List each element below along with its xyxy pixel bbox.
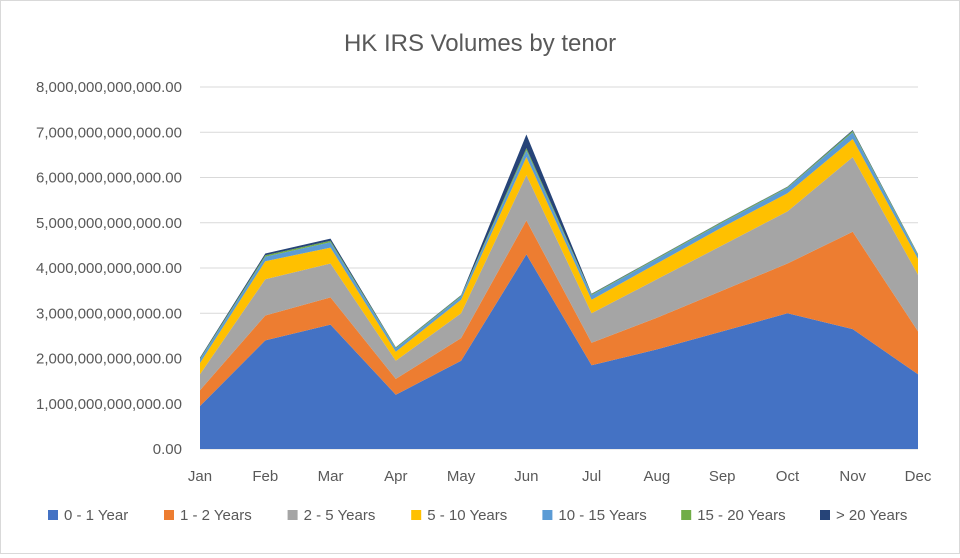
legend-swatch	[48, 510, 58, 520]
y-tick-label: 0.00	[153, 441, 182, 458]
legend-swatch	[164, 510, 174, 520]
x-tick-label: Aug	[644, 468, 671, 485]
x-tick-label: Sep	[709, 468, 736, 485]
legend-label: 2 - 5 Years	[304, 507, 376, 524]
y-tick-label: 3,000,000,000,000.00	[36, 305, 182, 322]
legend-label: 0 - 1 Year	[64, 507, 128, 524]
x-tick-label: May	[447, 468, 476, 485]
x-tick-label: Mar	[318, 468, 344, 485]
x-tick-label: Jun	[514, 468, 538, 485]
y-tick-label: 5,000,000,000,000.00	[36, 215, 182, 232]
legend-label: 5 - 10 Years	[427, 507, 507, 524]
legend-label: 15 - 20 Years	[697, 507, 785, 524]
legend-label: 10 - 15 Years	[558, 507, 646, 524]
legend-swatch	[820, 510, 830, 520]
x-tick-label: Jul	[582, 468, 601, 485]
legend-swatch	[542, 510, 553, 520]
y-tick-label: 4,000,000,000,000.00	[36, 260, 182, 277]
x-tick-label: Jan	[188, 468, 212, 485]
legend-swatch	[411, 510, 422, 520]
y-tick-label: 6,000,000,000,000.00	[36, 170, 182, 187]
y-tick-label: 8,000,000,000,000.00	[36, 79, 182, 96]
y-axis-ticks: 0.00 1,000,000,000,000.00 2,000,000,000,00…	[36, 79, 182, 458]
legend-swatch	[681, 510, 692, 520]
series-areas	[200, 130, 918, 449]
x-tick-label: Dec	[905, 468, 932, 485]
legend: 0 - 1 Year 1 - 2 Years 2 - 5 Years 5 - 10 Y…	[48, 507, 907, 524]
series-area-2	[200, 157, 918, 391]
legend-label: 1 - 2 Years	[180, 507, 252, 524]
x-axis-ticks: Jan Feb Mar Apr May Jun Jul Aug Sep Oct Nov Dec	[188, 468, 932, 485]
y-tick-label: 1,000,000,000,000.00	[36, 396, 182, 413]
x-tick-label: Nov	[839, 468, 866, 485]
legend-swatch	[287, 510, 298, 520]
chart-title: HK IRS Volumes by tenor	[344, 30, 616, 57]
series-area-0	[200, 254, 918, 449]
x-tick-label: Feb	[252, 468, 278, 485]
x-tick-label: Oct	[776, 468, 800, 485]
x-tick-label: Apr	[384, 468, 407, 485]
legend-label: > 20 Years	[836, 507, 907, 524]
series-area-1	[200, 220, 918, 406]
y-tick-label: 7,000,000,000,000.00	[36, 124, 182, 141]
y-tick-label: 2,000,000,000,000.00	[36, 351, 182, 368]
